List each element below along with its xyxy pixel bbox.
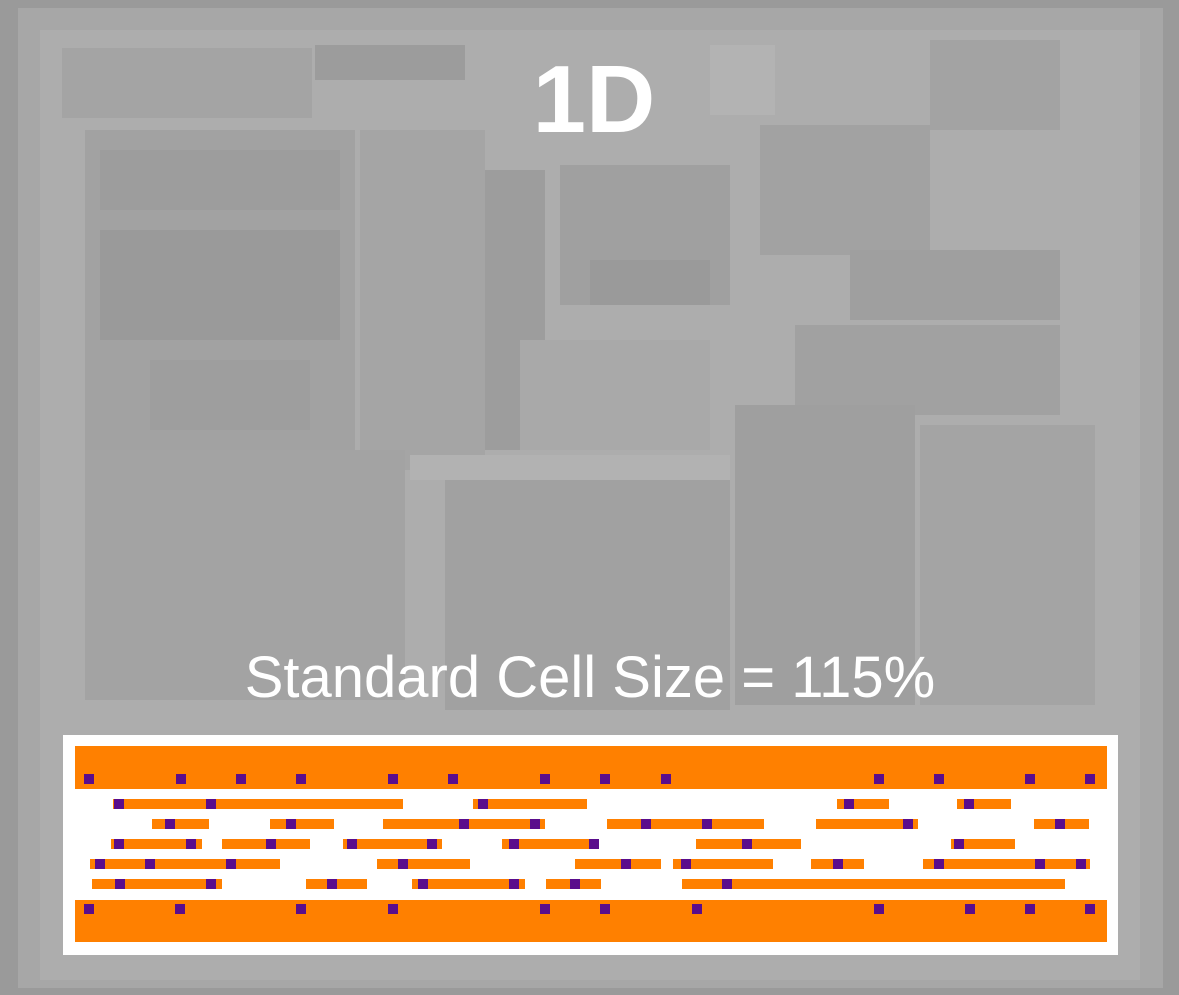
via — [459, 819, 469, 829]
via — [186, 839, 196, 849]
via — [84, 904, 94, 914]
wire — [607, 819, 764, 829]
via — [296, 774, 306, 784]
wire — [377, 859, 470, 869]
via — [661, 774, 671, 784]
via — [114, 839, 124, 849]
via — [934, 774, 944, 784]
via — [540, 904, 550, 914]
via — [874, 774, 884, 784]
via — [266, 839, 276, 849]
wire — [816, 819, 918, 829]
via — [844, 799, 854, 809]
via — [965, 904, 975, 914]
via — [286, 819, 296, 829]
via — [903, 819, 913, 829]
power-rail — [75, 746, 1107, 789]
via — [742, 839, 752, 849]
via — [540, 774, 550, 784]
wire — [152, 819, 209, 829]
via — [296, 904, 306, 914]
via — [600, 774, 610, 784]
via — [964, 799, 974, 809]
via — [589, 839, 599, 849]
via — [570, 879, 580, 889]
via — [1076, 859, 1086, 869]
via — [226, 859, 236, 869]
wire — [92, 879, 222, 889]
via — [692, 904, 702, 914]
via — [206, 799, 216, 809]
via — [95, 859, 105, 869]
via — [427, 839, 437, 849]
wire — [473, 799, 587, 809]
via — [84, 774, 94, 784]
via — [327, 879, 337, 889]
via — [418, 879, 428, 889]
wire — [113, 799, 403, 809]
via — [954, 839, 964, 849]
page: 1D Standard Cell Size = 115% (() => { co… — [0, 0, 1179, 995]
via — [236, 774, 246, 784]
ground-rail — [75, 900, 1107, 942]
via — [388, 774, 398, 784]
via — [1035, 859, 1045, 869]
via — [722, 879, 732, 889]
via — [874, 904, 884, 914]
via — [1025, 774, 1035, 784]
slide: 1D Standard Cell Size = 115% — [0, 0, 1179, 995]
via — [509, 879, 519, 889]
via — [388, 904, 398, 914]
via — [448, 774, 458, 784]
via — [509, 839, 519, 849]
cell-diagram — [63, 735, 1118, 955]
via — [934, 859, 944, 869]
wire — [923, 859, 1090, 869]
via — [347, 839, 357, 849]
via — [1085, 774, 1095, 784]
via — [1055, 819, 1065, 829]
wire — [682, 879, 1065, 889]
via — [530, 819, 540, 829]
via — [176, 774, 186, 784]
wire — [270, 819, 334, 829]
via — [478, 799, 488, 809]
caption: Standard Cell Size = 115% — [245, 645, 936, 710]
via — [621, 859, 631, 869]
via — [1025, 904, 1035, 914]
via — [398, 859, 408, 869]
slide-title: 1D — [533, 46, 656, 153]
via — [600, 904, 610, 914]
via — [165, 819, 175, 829]
via — [681, 859, 691, 869]
wire — [575, 859, 661, 869]
via — [833, 859, 843, 869]
wire — [412, 879, 525, 889]
via — [1085, 904, 1095, 914]
via — [206, 879, 216, 889]
via — [114, 799, 124, 809]
via — [145, 859, 155, 869]
via — [702, 819, 712, 829]
wire — [90, 859, 280, 869]
via — [175, 904, 185, 914]
via — [115, 879, 125, 889]
via — [641, 819, 651, 829]
